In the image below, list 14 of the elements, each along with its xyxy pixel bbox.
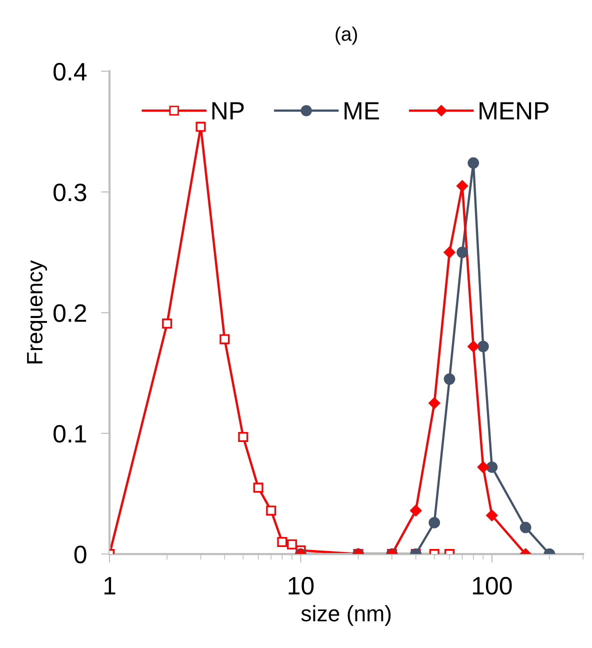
y-tick-label: 0.1 bbox=[54, 424, 86, 443]
legend-label: MENP bbox=[480, 102, 548, 120]
legend-label: ME bbox=[344, 102, 379, 120]
y-tick-label: 0 bbox=[74, 546, 86, 564]
x-axis-title: size (nm) bbox=[301, 605, 391, 626]
y-tick-label: 0.4 bbox=[54, 62, 87, 81]
y-tick-label: 0.2 bbox=[54, 304, 86, 322]
x-tick-label: 100 bbox=[472, 576, 512, 595]
y-tick-label: 0.3 bbox=[54, 184, 86, 202]
y-axis-title: Frequency bbox=[27, 260, 47, 364]
x-tick-label: 1 bbox=[104, 577, 116, 594]
chart-title: (a) bbox=[336, 26, 357, 45]
legend-label: NP bbox=[212, 102, 244, 120]
x-tick-label: 10 bbox=[288, 576, 314, 595]
